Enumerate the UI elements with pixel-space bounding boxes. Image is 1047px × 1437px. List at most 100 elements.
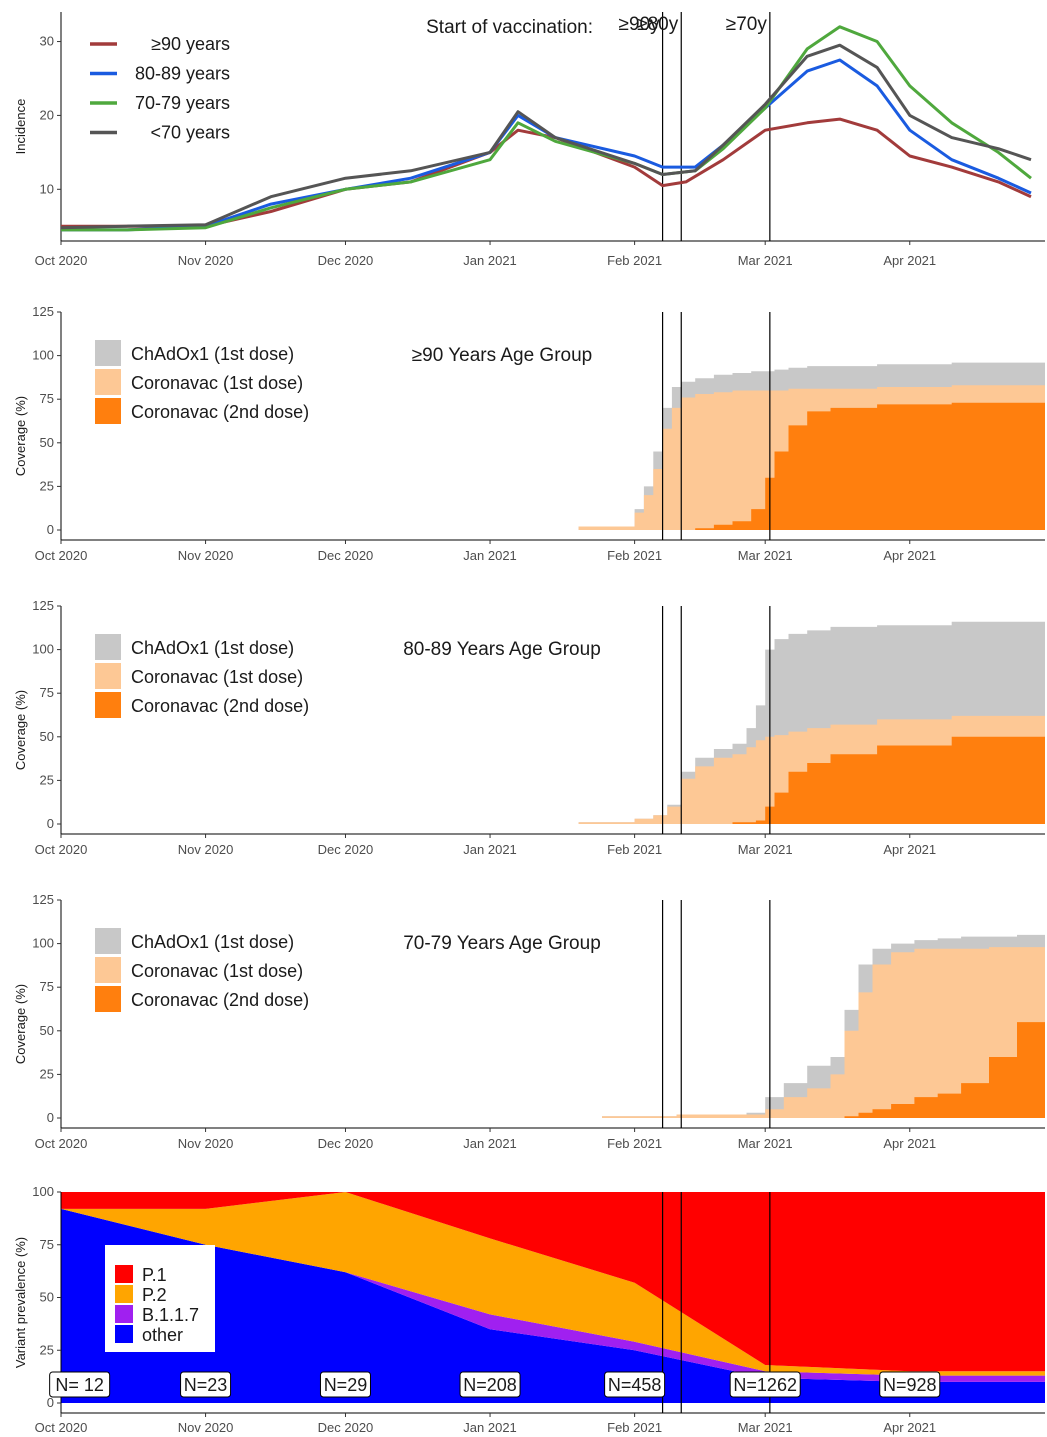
sample-size-box	[879, 1371, 941, 1398]
legend-label: ≥90 years	[151, 34, 230, 54]
legend-label: Coronavac (2nd dose)	[131, 696, 309, 716]
x-tick-label: Dec 2020	[318, 1136, 374, 1151]
y-tick-label: 25	[40, 772, 54, 787]
x-tick-label: Feb 2021	[607, 253, 662, 268]
sample-size-label: N=1262	[729, 1371, 801, 1398]
x-tick-label: Mar 2021	[738, 1136, 793, 1151]
sample-size-text: N=928	[883, 1375, 937, 1395]
age-group-title: 70-79 Years Age Group	[403, 933, 601, 954]
vaccination-start-title: Start of vaccination:	[426, 17, 593, 38]
y-tick-label: 100	[32, 936, 54, 951]
y-tick-label: 50	[40, 729, 54, 744]
series-line-lt70	[60, 43, 1032, 230]
x-tick-label: Feb 2021	[607, 1136, 662, 1151]
x-tick-label: Mar 2021	[738, 842, 793, 857]
sample-size-label: N= 12	[49, 1371, 111, 1398]
incidence-panel: 10 20 30 Oct 2020 Nov 2020 Dec 2020 Jan 2021 Fe…	[13, 12, 1045, 268]
x-tick-label: Jan 2021	[463, 548, 517, 563]
sample-size-text: N= 12	[55, 1375, 104, 1395]
y-tick-label: 75	[40, 391, 54, 406]
sample-size-label: N=23	[180, 1371, 232, 1398]
x-tick-label: Feb 2021	[607, 548, 662, 563]
x-tick-label: Nov 2020	[178, 548, 234, 563]
x-tick-label: Dec 2020	[318, 253, 374, 268]
y-tick-label: 30	[40, 34, 54, 49]
vaccination-line-label: ≥90y	[619, 14, 661, 35]
x-tick-label: Dec 2020	[318, 842, 374, 857]
area-p-1	[61, 1192, 1045, 1372]
y-tick-label: 100	[32, 348, 54, 363]
sample-size-text: N=1262	[733, 1375, 797, 1395]
age-group-title: ≥90 Years Age Group	[412, 345, 593, 366]
y-axis-label: Coverage (%)	[13, 984, 28, 1064]
legend-label: <70 years	[150, 123, 230, 143]
vaccination-line-label: ≥70y	[726, 14, 768, 35]
sample-size-box	[180, 1371, 232, 1398]
area-coronavac-1st-dose-	[602, 947, 1045, 1118]
y-tick-label: 0	[47, 1110, 54, 1125]
y-tick-label: 75	[40, 979, 54, 994]
sample-size-text: N=29	[324, 1375, 368, 1395]
incidence-legend: ≥90 years 80-89 years 70-79 years <70 years	[90, 34, 230, 143]
sample-size-box	[319, 1371, 371, 1398]
legend-swatch	[115, 1265, 133, 1283]
sample-size-text: N=23	[184, 1375, 228, 1395]
y-tick-label: 100	[32, 642, 54, 657]
age-group-title: 80-89 Years Age Group	[403, 639, 601, 660]
legend-label: Coronavac (1st dose)	[131, 667, 303, 687]
y-axis-label: Incidence	[13, 99, 28, 155]
legend-label: P.1	[142, 1265, 167, 1285]
y-tick-label: 0	[47, 522, 54, 537]
y-tick-label: 0	[47, 816, 54, 831]
area-other	[61, 1208, 1045, 1403]
legend-label: Coronavac (1st dose)	[131, 961, 303, 981]
legend-label: ChAdOx1 (1st dose)	[131, 344, 294, 364]
y-tick-label: 75	[40, 1237, 54, 1252]
y-tick-label: 50	[40, 1290, 54, 1305]
y-tick-label: 50	[40, 1023, 54, 1038]
y-axis-label: Variant prevalence (%)	[13, 1237, 28, 1368]
area-coronavac-2nd-dose-	[578, 733, 1045, 824]
x-tick-label: Feb 2021	[607, 1420, 662, 1435]
legend-swatch	[95, 634, 121, 660]
legend-swatch	[95, 957, 121, 983]
y-tick-label: 125	[32, 892, 54, 907]
coverage-legend: ChAdOx1 (1st dose) Coronavac (1st dose) Co…	[95, 340, 309, 424]
legend-label: ChAdOx1 (1st dose)	[131, 932, 294, 952]
x-tick-label: Jan 2021	[463, 1420, 517, 1435]
x-tick-label: Oct 2020	[35, 1136, 88, 1151]
area-coronavac-2nd-dose-	[578, 400, 1045, 530]
y-tick-label: 75	[40, 685, 54, 700]
coverage-panel-3: 0 25 50 75 100 125 Oct 2020 Nov 2020 Dec 2020 Jan…	[13, 892, 1045, 1151]
legend-swatch	[95, 986, 121, 1012]
x-tick-label: Oct 2020	[35, 253, 88, 268]
legend-swatch	[95, 928, 121, 954]
x-tick-label: Mar 2021	[738, 253, 793, 268]
legend-label: B.1.1.7	[142, 1305, 199, 1325]
y-tick-label: 125	[32, 598, 54, 613]
coverage-panel-1: 0 25 50 75 100 125 Oct 2020 Nov 2020 Dec 2020 Jan…	[13, 304, 1045, 563]
x-tick-label: Apr 2021	[883, 1136, 936, 1151]
legend-swatch	[95, 663, 121, 689]
coverage-legend: ChAdOx1 (1st dose) Coronavac (1st dose) Co…	[95, 928, 309, 1012]
legend-label: P.2	[142, 1285, 167, 1305]
x-tick-label: Nov 2020	[178, 1136, 234, 1151]
legend-swatch	[95, 369, 121, 395]
sample-size-label: N=29	[319, 1371, 371, 1398]
sample-size-box	[49, 1371, 111, 1398]
legend-label: ChAdOx1 (1st dose)	[131, 638, 294, 658]
area-p-2	[61, 1192, 1045, 1376]
legend-swatch	[115, 1325, 133, 1343]
legend-swatch	[95, 398, 121, 424]
x-tick-label: Mar 2021	[738, 1420, 793, 1435]
legend-label: Coronavac (1st dose)	[131, 373, 303, 393]
area-coronavac-2nd-dose-	[602, 995, 1045, 1118]
x-tick-label: Dec 2020	[318, 1420, 374, 1435]
x-tick-label: Jan 2021	[463, 1136, 517, 1151]
series-line-ge90	[61, 117, 1032, 228]
variant-panel: 0 25 50 75 100 Oct 2020 Nov 2020 Dec 2020 Jan 20…	[13, 1184, 1045, 1435]
x-tick-label: Mar 2021	[738, 548, 793, 563]
x-tick-label: Feb 2021	[607, 842, 662, 857]
y-tick-label: 25	[40, 1066, 54, 1081]
